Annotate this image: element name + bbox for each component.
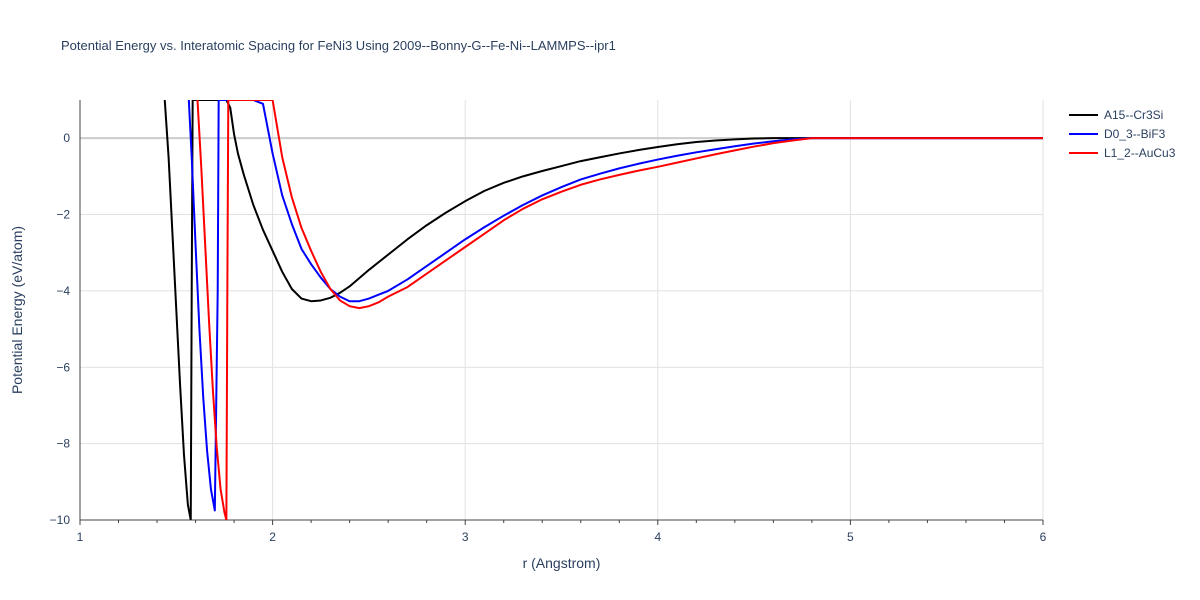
- legend[interactable]: A15--Cr3Si D0_3--BiF3 L1_2--AuCu3: [1069, 108, 1176, 160]
- y-tick-label: −4: [56, 284, 70, 298]
- legend-label: D0_3--BiF3: [1104, 127, 1166, 141]
- legend-item[interactable]: L1_2--AuCu3: [1069, 146, 1176, 160]
- x-tick-label: 3: [462, 530, 469, 544]
- axes: [79, 100, 1044, 525]
- legend-label: L1_2--AuCu3: [1104, 146, 1176, 160]
- x-tick-label: 2: [269, 530, 276, 544]
- x-tick-label: 6: [1040, 530, 1047, 544]
- legend-item[interactable]: D0_3--BiF3: [1069, 127, 1166, 141]
- y-tick-label: 0: [63, 131, 70, 145]
- series-lines: [163, 100, 1043, 520]
- series-line-1: [187, 100, 1043, 512]
- x-tick-label: 5: [847, 530, 854, 544]
- x-axis-title: r (Angstrom): [523, 555, 601, 571]
- legend-label: A15--Cr3Si: [1104, 108, 1163, 122]
- y-tick-label: −6: [56, 360, 70, 374]
- legend-item[interactable]: A15--Cr3Si: [1069, 108, 1163, 122]
- y-axis-title: Potential Energy (eV/atom): [9, 226, 25, 394]
- x-tick-label: 4: [654, 530, 661, 544]
- y-tick-label: −2: [56, 208, 70, 222]
- y-tick-label: −8: [56, 437, 70, 451]
- chart-title: Potential Energy vs. Interatomic Spacing…: [61, 38, 616, 53]
- tick-labels: 1 2 3 4 5 6 0 −2 −4 −6 −8 −10: [50, 131, 1047, 544]
- x-tick-label: 1: [77, 530, 84, 544]
- series-line-2: [196, 100, 1043, 520]
- y-tick-label: −10: [50, 513, 71, 527]
